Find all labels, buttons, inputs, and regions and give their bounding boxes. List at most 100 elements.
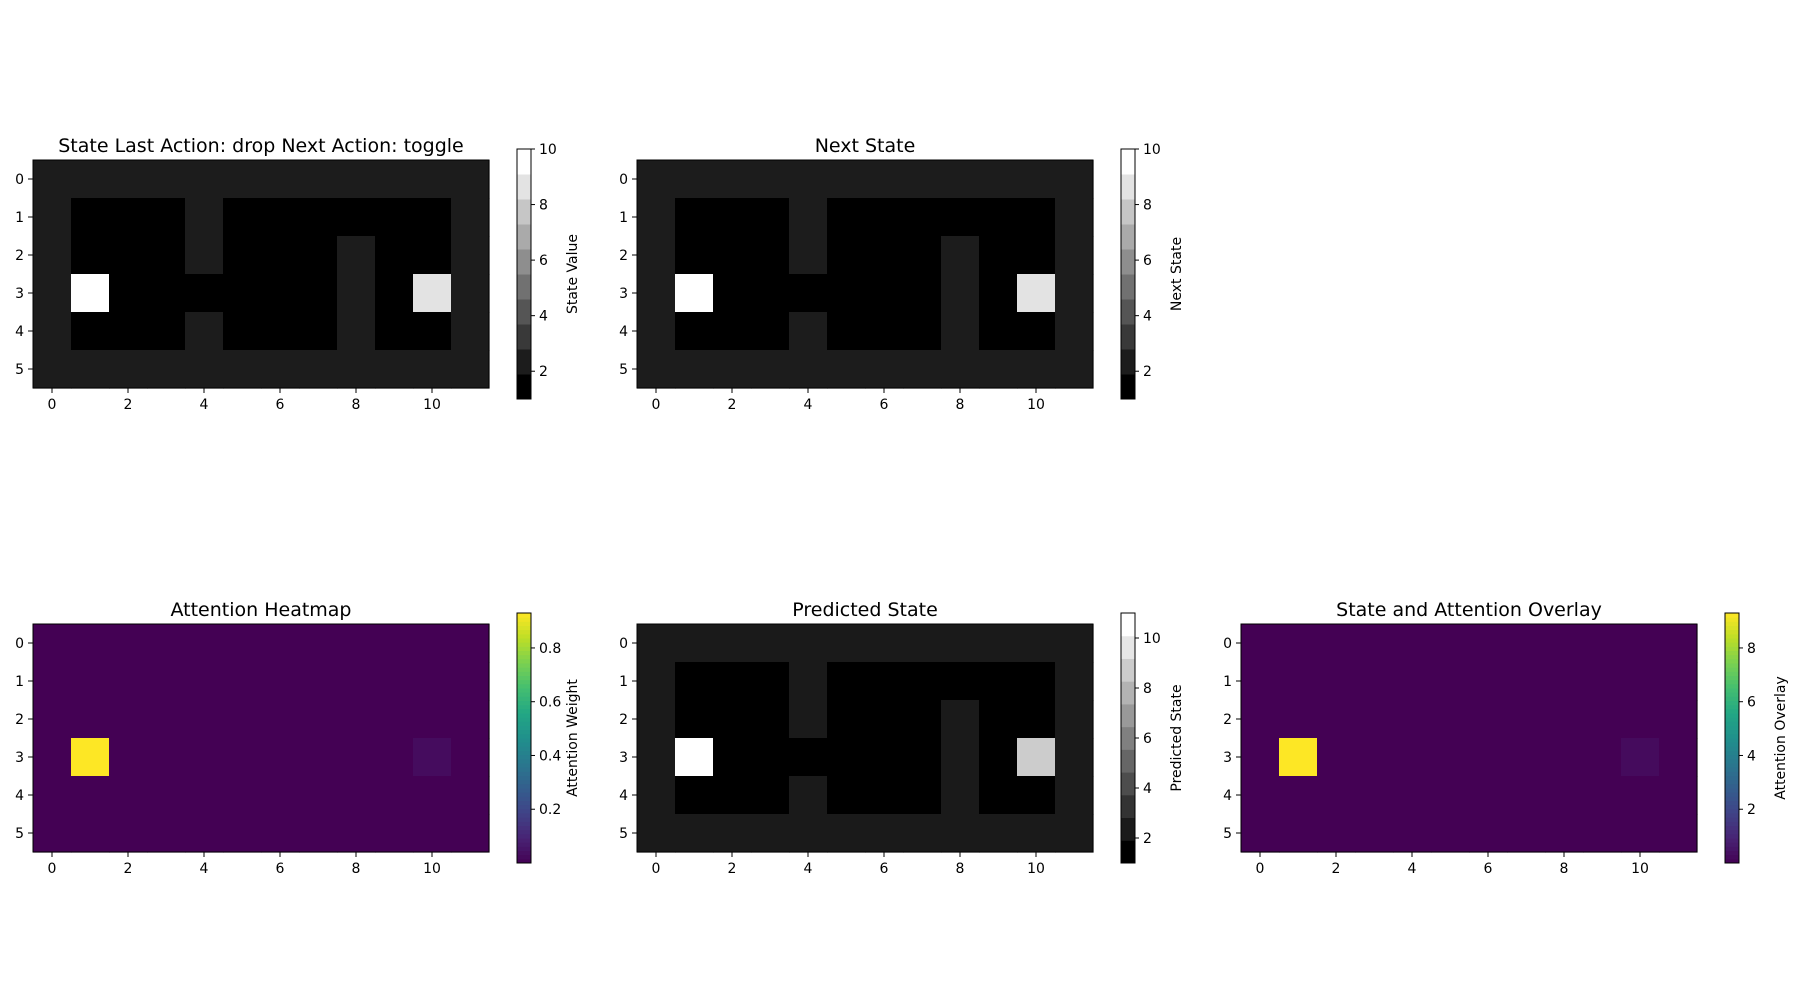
colorbar-segment (517, 679, 531, 685)
heatmap-cell (33, 160, 72, 199)
x-tick-label: 4 (804, 397, 813, 413)
colorbar-tick-label: 6 (1143, 253, 1152, 269)
colorbar-segment (517, 721, 531, 726)
heatmap-cell (147, 624, 186, 663)
heatmap-cell (1017, 738, 1056, 777)
x-tick-label: 0 (48, 397, 57, 413)
colorbar-segment (517, 633, 531, 639)
panel-title: State and Attention Overlay (1336, 599, 1602, 621)
heatmap-cell (637, 814, 676, 853)
heatmap-cell (147, 198, 186, 237)
x-tick-label: 8 (352, 861, 361, 877)
heatmap-cell (1055, 236, 1094, 275)
heatmap-cell (71, 350, 110, 389)
colorbar-segment (517, 642, 531, 647)
heatmap-cell (375, 662, 414, 701)
heatmap-cell (451, 624, 490, 663)
heatmap-cell (637, 738, 676, 777)
heatmap-cell (751, 236, 790, 275)
heatmap-cell (979, 814, 1018, 853)
heatmap-cell (979, 236, 1018, 275)
heatmap-cell (375, 738, 414, 777)
colorbar: 2 4 6 8 10 State Value (516, 142, 581, 400)
heatmap-cell (147, 312, 186, 351)
heatmap-cell (71, 312, 110, 351)
axes-frame (636, 623, 1094, 853)
heatmap-cell (261, 350, 300, 389)
colorbar-segment (1725, 708, 1739, 714)
x-tick-label: 0 (1256, 861, 1265, 877)
heatmap-cell (1583, 776, 1622, 815)
x-tick-label: 4 (200, 861, 209, 877)
heatmap-cell (261, 236, 300, 275)
heatmap-cell (451, 662, 490, 701)
colorbar-segment (1725, 754, 1739, 760)
heatmap-cell (299, 662, 338, 701)
heatmap-cell (147, 350, 186, 389)
heatmap-cell (375, 624, 414, 663)
heatmap-cell (451, 814, 490, 853)
colorbar-segment (517, 842, 531, 847)
colorbar-segment (1121, 726, 1135, 750)
x-tick-label: 6 (276, 861, 285, 877)
heatmap-cell (1017, 274, 1056, 313)
colorbar-segment (1725, 679, 1739, 685)
colorbar-tick-label: 10 (539, 142, 557, 158)
heatmap-cell (413, 312, 452, 351)
panel-title: State Last Action: drop Next Action: tog… (58, 135, 464, 157)
colorbar-label: Attention Weight (565, 679, 581, 797)
colorbar-segment (517, 829, 531, 835)
colorbar-segment (517, 688, 531, 693)
colorbar-segment (1121, 299, 1135, 325)
heatmap-cell (865, 274, 904, 313)
colorbar-segment (517, 663, 531, 668)
colorbar-tick-label: 4 (1747, 748, 1756, 764)
heatmap-cell (1393, 738, 1432, 777)
heatmap-cell (789, 160, 828, 199)
heatmap-cell (1507, 738, 1546, 777)
heatmap-cell (413, 236, 452, 275)
heatmap-cell (1583, 662, 1622, 701)
colorbar-segment (1725, 721, 1739, 726)
colorbar-segment (517, 767, 531, 772)
heatmap-cell (109, 274, 148, 313)
colorbar-segment (1725, 738, 1739, 743)
heatmap-cell (1469, 662, 1508, 701)
colorbar-segment (1725, 750, 1739, 756)
colorbar-segment (517, 796, 531, 801)
heatmap-cell (637, 274, 676, 313)
colorbar-segment (517, 763, 531, 768)
y-tick-label: 2 (15, 712, 24, 728)
heatmap-cell (147, 662, 186, 701)
heatmap-cell (413, 160, 452, 199)
heatmap-cell (185, 312, 224, 351)
heatmap-cell (451, 350, 490, 389)
colorbar-segment (1725, 692, 1739, 697)
heatmap-cell (109, 814, 148, 853)
heatmap-cell (109, 198, 148, 237)
y-tick-label: 1 (15, 674, 24, 690)
heatmap-cell (1055, 160, 1094, 199)
heatmap-cell (185, 160, 224, 199)
heatmap-cell (1017, 160, 1056, 199)
colorbar-segment (517, 821, 531, 826)
colorbar-segment (517, 850, 531, 856)
y-tick-label: 0 (15, 636, 24, 652)
heatmap-cell (789, 738, 828, 777)
colorbar-segment (517, 650, 531, 656)
heatmap-cell (1431, 624, 1470, 663)
y-tick-label: 5 (619, 826, 628, 842)
heatmap-cell (33, 814, 72, 853)
y-tick-label: 1 (619, 674, 628, 690)
heatmap-cell (109, 738, 148, 777)
x-tick-label: 10 (1027, 397, 1045, 413)
heatmap-cell (1621, 624, 1660, 663)
heatmap-cell (1055, 274, 1094, 313)
panel-title: Next State (815, 135, 916, 157)
colorbar-segment (1725, 742, 1739, 747)
colorbar-segment (1121, 149, 1135, 175)
heatmap-cell (223, 700, 262, 739)
heatmap-cell (413, 662, 452, 701)
colorbar-segment (1725, 796, 1739, 801)
heatmap-cell (903, 236, 942, 275)
